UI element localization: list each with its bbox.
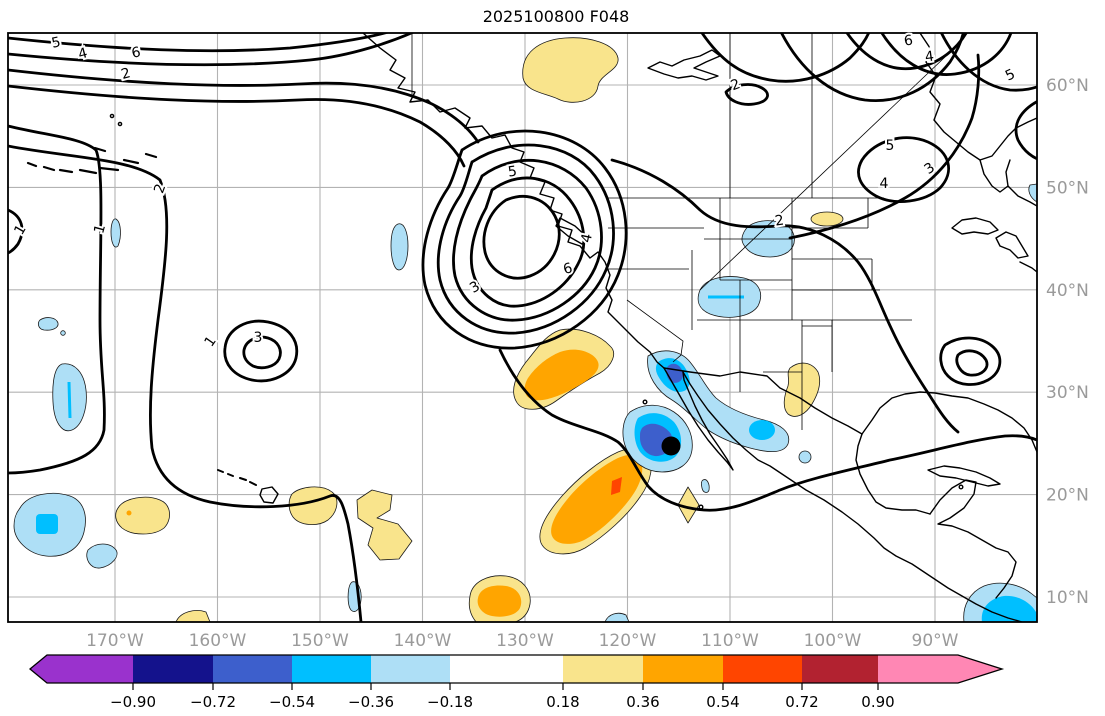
colorbar-tick-label: 0.36 — [626, 693, 659, 711]
lon-tick-label: 170°W — [86, 631, 144, 651]
shading-patch — [677, 486, 700, 524]
colorbar-segment — [723, 655, 802, 683]
lat-tick-label: 20°N — [1046, 486, 1089, 506]
contour-label: 4 — [880, 176, 889, 192]
colorbar-tick-label: 0.18 — [546, 693, 579, 711]
colorbar-segment — [371, 655, 450, 683]
shading-core — [126, 510, 132, 516]
shading-patch — [37, 317, 59, 331]
colorbar-tick-label: −0.36 — [348, 693, 394, 711]
contour-label: 3 — [254, 330, 263, 346]
shading-patch — [604, 612, 630, 622]
shading-patch — [1028, 183, 1037, 203]
lon-tick-label: 110°W — [701, 631, 759, 651]
graticule-grid — [8, 33, 1037, 622]
colorbar-segment — [450, 655, 563, 683]
contour-label: 1 — [91, 223, 109, 236]
shading-core — [981, 595, 1037, 622]
shading-patch — [810, 211, 844, 227]
contour-label: 5 — [1003, 66, 1018, 84]
shading-patch — [60, 330, 66, 336]
contour-lines — [8, 33, 1037, 622]
lon-tick-label: 140°W — [394, 631, 452, 651]
colorbar-right-arrow — [958, 655, 1002, 683]
contour-label: 5 — [886, 138, 895, 154]
colorbar: −0.90 −0.72 −0.54 −0.36 −0.18 0.18 0.36 0.54 0.7… — [28, 654, 1005, 711]
lat-tick-label: 60°N — [1046, 76, 1089, 96]
shading-patch — [288, 486, 338, 525]
contour-label: 6 — [562, 260, 575, 278]
lat-tick-label: 30°N — [1046, 383, 1089, 403]
shading-patch — [390, 223, 409, 271]
shading-patch — [700, 479, 710, 493]
latitude-axis-labels: 60°N 50°N 40°N 30°N 20°N 10°N — [1046, 76, 1089, 608]
colorbar-segment — [563, 655, 643, 683]
shading-patch — [86, 543, 118, 569]
shading-core — [551, 455, 643, 544]
colorbar-outline — [28, 654, 1005, 684]
contour-label: 2 — [774, 212, 785, 229]
map-frame — [7, 32, 1038, 623]
colorbar-segment — [133, 655, 213, 683]
contour-label: 6 — [130, 44, 142, 62]
shading-core — [611, 477, 622, 495]
colorbar-tick-label: 0.72 — [785, 693, 818, 711]
colorbar-tick-label: −0.18 — [427, 693, 473, 711]
colorbar-segment — [802, 655, 878, 683]
lon-tick-label: 130°W — [496, 631, 554, 651]
coastlines — [26, 33, 1037, 622]
contour-label: 4 — [578, 232, 596, 244]
shading-patch — [175, 610, 211, 622]
colorbar-left-arrow — [30, 655, 47, 683]
contour-label: 5 — [507, 163, 518, 180]
colorbar-segment — [878, 655, 958, 683]
contour-label: 6 — [903, 32, 914, 49]
longitude-axis-labels: 170°W 160°W 150°W 140°W 130°W 120°W 110°W 100°W… — [86, 631, 959, 651]
storm-position-dot — [661, 436, 681, 456]
lon-tick-label: 160°W — [189, 631, 247, 651]
shading-core — [524, 349, 599, 401]
contour-label: 4 — [924, 48, 935, 65]
shading-patch — [115, 496, 170, 535]
colorbar-tick-label: 0.90 — [861, 693, 894, 711]
shading-core — [749, 420, 775, 440]
colorbar-segment — [643, 655, 723, 683]
shading-patch — [522, 37, 619, 103]
lat-tick-label: 10°N — [1046, 588, 1089, 608]
colorbar-segment — [47, 655, 133, 683]
shading-patch — [110, 218, 121, 248]
lon-tick-label: 150°W — [291, 631, 349, 651]
shading-core — [67, 381, 72, 419]
shading-core — [36, 514, 58, 534]
lat-tick-label: 40°N — [1046, 281, 1089, 301]
lon-tick-label: 90°W — [912, 631, 959, 651]
shading-core — [477, 585, 522, 617]
lat-tick-label: 50°N — [1046, 178, 1089, 198]
colorbar-tick-label: −0.72 — [190, 693, 236, 711]
shading-regions — [13, 37, 1037, 622]
shading-patch — [798, 450, 812, 464]
plot-title: 2025100800 F048 — [483, 7, 630, 26]
colorbar-segment — [292, 655, 371, 683]
lon-tick-label: 100°W — [804, 631, 862, 651]
contour-label: 5 — [50, 34, 62, 52]
colorbar-segment — [213, 655, 292, 683]
colorbar-tick-label: −0.90 — [110, 693, 156, 711]
lon-tick-label: 120°W — [599, 631, 657, 651]
colorbar-tick-label: 0.54 — [706, 693, 739, 711]
colorbar-tick-label: −0.54 — [269, 693, 315, 711]
shading-patch — [356, 489, 413, 561]
